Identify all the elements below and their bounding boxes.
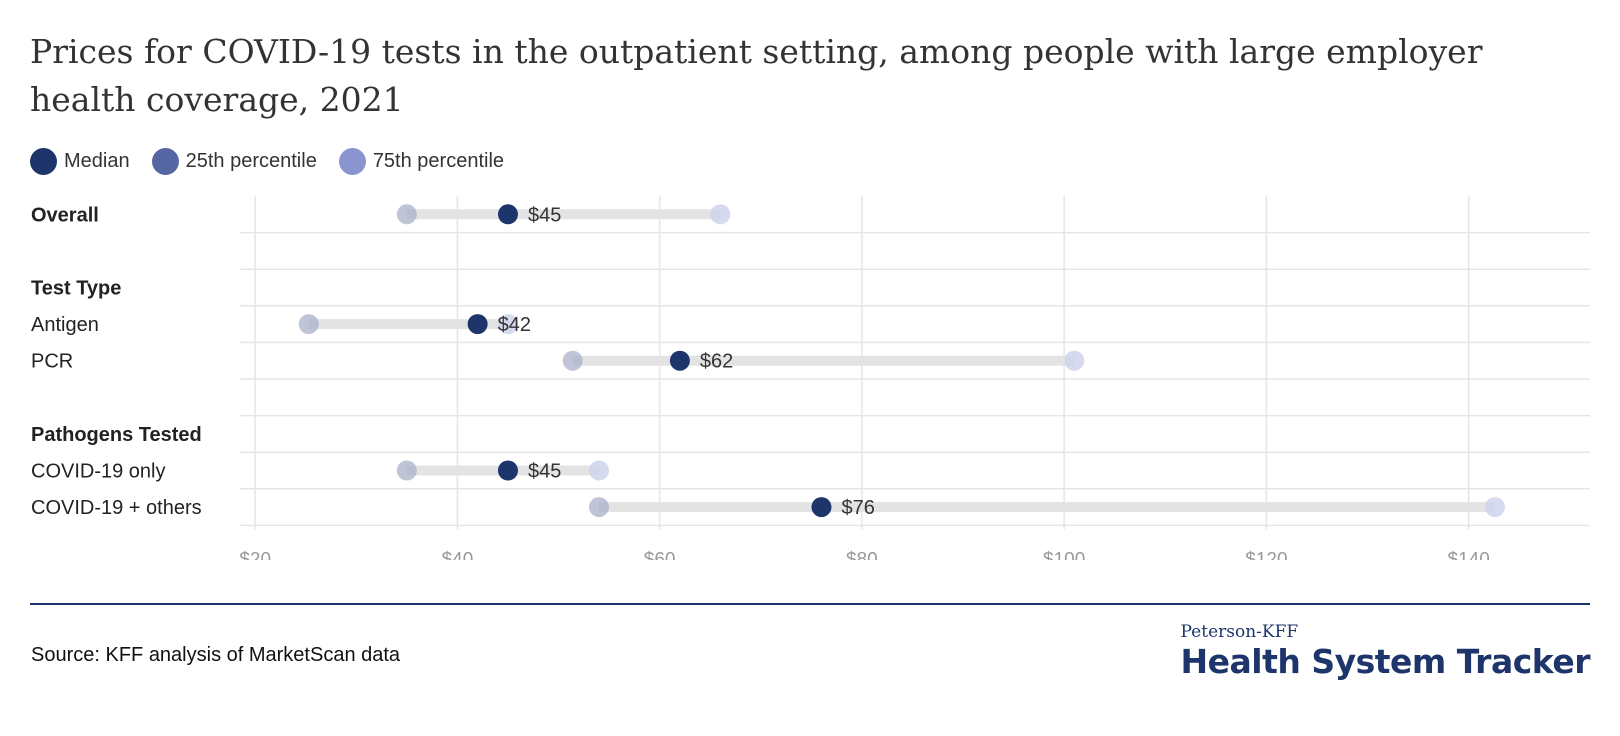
row-header-label: Test Type	[31, 278, 121, 300]
p75-dot	[1484, 497, 1505, 518]
brand-main-text: Health System Tracker	[1180, 642, 1591, 681]
source-note: Source: KFF analysis of MarketScan data	[31, 644, 401, 666]
legend: Median 25th percentile 75th percentile	[30, 148, 526, 175]
legend-label-25th: 25th percentile	[185, 150, 317, 172]
divider	[30, 603, 1590, 605]
median-value-label: $45	[528, 204, 561, 226]
median-value-label: $62	[700, 351, 733, 373]
median-value-label: $42	[498, 314, 531, 336]
legend-label-75th: 75th percentile	[372, 150, 505, 172]
legend-swatch-median	[30, 148, 57, 175]
brand-logo: Peterson-KFF Health System Tracker	[1181, 622, 1591, 682]
chart-title: Prices for COVID-19 tests in the outpati…	[30, 32, 1483, 119]
legend-item-25th: 25th percentile	[151, 148, 317, 175]
median-dot	[497, 460, 518, 481]
p25-dot	[562, 350, 583, 371]
x-tick-label: $20	[239, 549, 271, 560]
median-dot	[811, 497, 832, 518]
x-tick-label: $40	[442, 549, 474, 560]
row-label: Antigen	[31, 314, 99, 336]
p75-dot	[588, 460, 609, 481]
p75-dot	[710, 204, 731, 225]
median-dot	[467, 314, 488, 335]
legend-item-75th: 75th percentile	[338, 148, 505, 175]
legend-swatch-75th	[338, 148, 366, 175]
row-header-label: Overall	[31, 204, 99, 226]
x-tick-label: $80	[846, 549, 878, 560]
dumbbell-chart: $20 $40 $60 $80 $100 $120 $140 Overall $45 Test T…	[31, 196, 1590, 560]
x-tick-label: $120	[1245, 549, 1287, 560]
row-label: PCR	[31, 351, 73, 373]
p75-dot	[497, 314, 518, 335]
median-dot	[669, 350, 690, 371]
row-label: COVID-19 only	[31, 461, 166, 483]
legend-item-median: Median	[30, 148, 130, 175]
p25-dot	[298, 314, 319, 335]
legend-swatch-25th	[151, 148, 179, 175]
legend-label-median: Median	[64, 150, 130, 172]
p25-dot	[396, 204, 417, 225]
p25-dot	[396, 460, 417, 481]
x-tick-label: $140	[1448, 549, 1490, 560]
p25-dot	[588, 497, 609, 518]
median-dot	[497, 204, 518, 225]
brand-top-text: Peterson-KFF	[1180, 622, 1299, 642]
row-header-label: Pathogens Tested	[31, 424, 202, 446]
x-tick-label: $100	[1043, 549, 1085, 560]
x-tick-label: $60	[644, 549, 676, 560]
median-value-label: $76	[841, 497, 874, 519]
p75-dot	[1064, 350, 1085, 371]
row-label: COVID-19 + others	[31, 497, 202, 519]
median-value-label: $45	[528, 461, 561, 483]
